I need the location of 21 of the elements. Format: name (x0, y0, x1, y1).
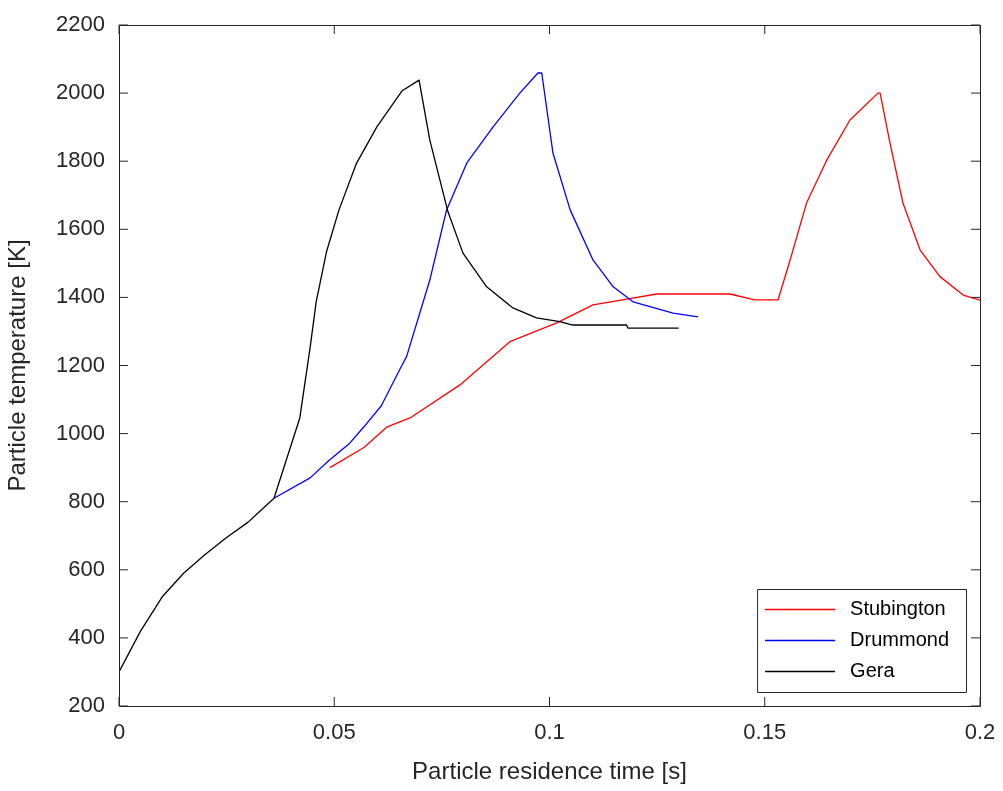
legend-label: Gera (850, 659, 896, 682)
x-tick-label: 0.05 (312, 719, 356, 745)
y-tick-label: 400 (68, 623, 105, 649)
y-tick-label: 600 (68, 555, 105, 581)
y-tick-label: 1200 (56, 351, 105, 377)
x-tick-label: 0 (112, 719, 126, 745)
y-tick-label: 1400 (56, 283, 105, 309)
y-tick-label: 2200 (56, 11, 105, 37)
x-axis-title: Particle residence time [s] (412, 757, 687, 785)
x-tick-label: 0.15 (743, 719, 787, 745)
y-tick-label: 1600 (56, 215, 105, 241)
legend-label: Stubington (850, 597, 946, 620)
x-tick-label: 0.2 (964, 719, 996, 745)
y-axis-title: Particle temperature [K] (3, 239, 31, 492)
x-tick-label: 0.1 (534, 719, 565, 745)
y-tick-label: 2000 (56, 79, 105, 105)
y-tick-label: 200 (68, 692, 105, 718)
legend-label: Drummond (850, 628, 950, 651)
y-tick-label: 1800 (56, 147, 105, 173)
y-tick-label: 800 (68, 487, 105, 513)
y-tick-label: 1000 (56, 419, 105, 445)
